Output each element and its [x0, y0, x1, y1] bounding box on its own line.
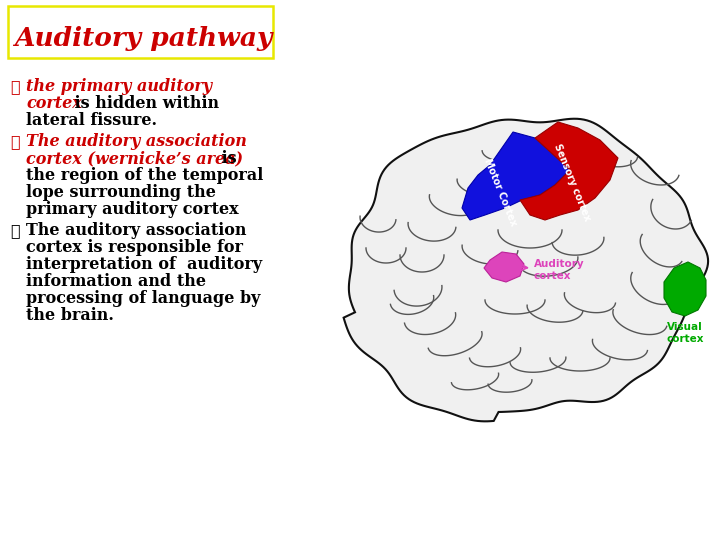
Polygon shape [664, 262, 706, 316]
Text: Auditory pathway: Auditory pathway [14, 26, 272, 51]
Text: The auditory association: The auditory association [26, 133, 247, 150]
Text: lope surrounding the: lope surrounding the [26, 184, 216, 201]
Text: Auditory
cortex: Auditory cortex [534, 259, 585, 281]
Text: Sensory cortex: Sensory cortex [552, 142, 592, 222]
Text: ❖: ❖ [10, 133, 19, 150]
Text: information and the: information and the [26, 273, 206, 290]
Text: The auditory association: The auditory association [26, 222, 246, 239]
Polygon shape [462, 132, 570, 220]
Text: ❖: ❖ [10, 78, 19, 95]
Text: ❖: ❖ [10, 222, 19, 239]
Text: is: is [216, 150, 237, 167]
Text: cortex is responsible for: cortex is responsible for [26, 239, 243, 256]
Text: is hidden within: is hidden within [69, 95, 219, 112]
FancyBboxPatch shape [8, 6, 273, 58]
Text: the brain.: the brain. [26, 307, 114, 324]
Polygon shape [484, 252, 524, 282]
Text: Motor Cortex: Motor Cortex [482, 157, 518, 227]
Text: processing of language by: processing of language by [26, 290, 261, 307]
Text: the region of the temporal: the region of the temporal [26, 167, 264, 184]
Text: cortex: cortex [26, 95, 82, 112]
Text: primary auditory cortex: primary auditory cortex [26, 201, 238, 218]
Text: interpretation of  auditory: interpretation of auditory [26, 256, 262, 273]
Text: lateral fissure.: lateral fissure. [26, 112, 157, 129]
Polygon shape [343, 119, 708, 421]
Text: Visual
cortex: Visual cortex [666, 322, 703, 343]
Polygon shape [520, 122, 618, 220]
Text: cortex (wernicke’s area): cortex (wernicke’s area) [26, 150, 243, 167]
Text: the primary auditory: the primary auditory [26, 78, 212, 95]
